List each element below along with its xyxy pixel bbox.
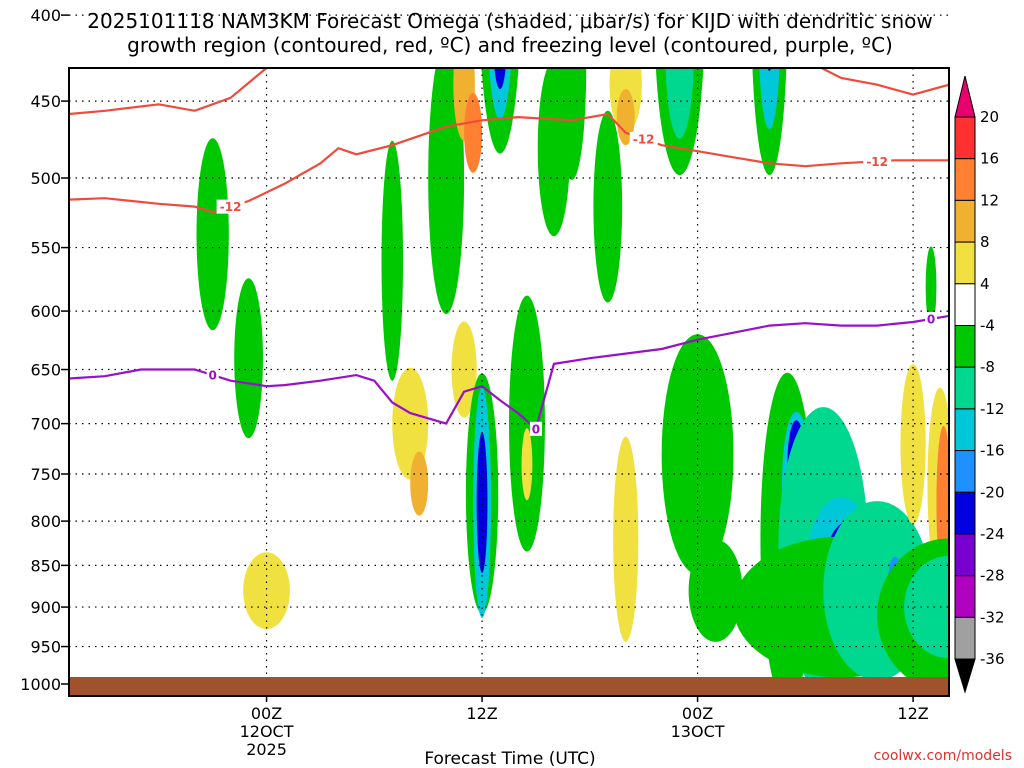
omega-feature-24 bbox=[476, 432, 488, 574]
colorbar-bottom-arrow bbox=[954, 658, 976, 694]
dgz-lower-contour-label-1: -12 bbox=[633, 133, 655, 147]
colorbar-label-0: 20 bbox=[980, 108, 999, 126]
colorbar-label-2: 12 bbox=[980, 191, 999, 209]
omega-feature-1 bbox=[243, 552, 290, 630]
dgz-upper-contour bbox=[69, 68, 949, 116]
colorbar-label-5: -4 bbox=[980, 317, 995, 335]
colorbar-top-arrow bbox=[954, 75, 976, 118]
omega-feature-56 bbox=[900, 364, 926, 525]
omega-feature-3 bbox=[196, 138, 229, 331]
colorbar-segment-11 bbox=[954, 533, 976, 577]
x-tick-label-30-0: 00Z bbox=[682, 704, 713, 723]
colorbar-label-7: -12 bbox=[980, 400, 1005, 418]
y-tick-label-550: 550 bbox=[30, 239, 61, 258]
y-tick-label-850: 850 bbox=[30, 556, 61, 575]
freezing-level-contour-label-0: 0 bbox=[208, 369, 216, 383]
y-tick-label-1000: 1000 bbox=[20, 675, 61, 694]
x-tick-label-18-0: 12Z bbox=[466, 704, 497, 723]
y-tick-label-500: 500 bbox=[30, 169, 61, 188]
colorbar-segment-7 bbox=[954, 366, 976, 410]
omega-feature-45 bbox=[759, 68, 780, 130]
omega-feature-18 bbox=[451, 321, 477, 418]
x-tick-label-6-0: 00Z bbox=[251, 704, 282, 723]
dgz-lower-contour-label-0: -12 bbox=[220, 200, 242, 214]
omega-feature-42 bbox=[688, 539, 743, 642]
omega-feature-28 bbox=[509, 295, 545, 552]
y-tick-label-950: 950 bbox=[30, 638, 61, 657]
y-tick-label-400: 400 bbox=[30, 6, 61, 25]
grid bbox=[69, 14, 949, 696]
colorbar-segment-4 bbox=[954, 241, 976, 285]
colorbar-segment-8 bbox=[954, 408, 976, 452]
colorbar-segment-13 bbox=[954, 616, 976, 660]
omega-feature-11 bbox=[381, 140, 404, 381]
colorbar-segment-9 bbox=[954, 450, 976, 493]
omega-feature-33 bbox=[593, 110, 623, 303]
ground-surface bbox=[69, 677, 949, 696]
y-axis-ticks: 2503003504004505005506006507007508008509… bbox=[20, 6, 69, 694]
colorbar-label-13: -36 bbox=[980, 650, 1005, 668]
y-tick-label-650: 650 bbox=[30, 361, 61, 380]
y-tick-label-700: 700 bbox=[30, 415, 61, 434]
y-tick-label-900: 900 bbox=[30, 598, 61, 617]
colorbar-segment-1 bbox=[954, 116, 976, 160]
dgz-lower-contour-label-2: -12 bbox=[866, 155, 888, 169]
chart-title-line2: growth region (contoured, red, ºC) and f… bbox=[127, 33, 893, 57]
colorbar-segment-3 bbox=[954, 199, 976, 243]
omega-feature-27 bbox=[494, 68, 506, 90]
colorbar-label-3: 8 bbox=[980, 233, 990, 251]
colorbar-label-4: 4 bbox=[980, 275, 990, 293]
chart-title-line1: 2025101118 NAM3KM Forecast Omega (shaded… bbox=[87, 9, 932, 33]
y-tick-label-750: 750 bbox=[30, 465, 61, 484]
y-tick-label-450: 450 bbox=[30, 92, 61, 111]
omega-feature-61 bbox=[904, 555, 949, 659]
credit-link[interactable]: coolwx.com/models bbox=[874, 748, 1012, 764]
y-tick-label-600: 600 bbox=[30, 302, 61, 321]
x-axis-label: Forecast Time (UTC) bbox=[424, 749, 595, 768]
colorbar-label-1: 16 bbox=[980, 150, 999, 168]
colorbar-segment-10 bbox=[954, 491, 976, 535]
colorbar-label-10: -24 bbox=[980, 525, 1005, 543]
omega-feature-35 bbox=[616, 89, 635, 146]
plot-frame bbox=[68, 67, 950, 697]
omega-feature-4 bbox=[234, 278, 263, 439]
x-tick-label-42-0: 12Z bbox=[897, 704, 928, 723]
omega-feature-26 bbox=[489, 68, 511, 120]
omega-feature-12 bbox=[392, 367, 429, 480]
omega-feature-36 bbox=[613, 436, 639, 642]
freezing-level-contour bbox=[69, 314, 949, 431]
omega-feature-40 bbox=[665, 68, 694, 139]
omega-feature-31 bbox=[557, 68, 587, 180]
colorbar-label-6: -8 bbox=[980, 358, 995, 376]
x-tick-label-30-1: 13OCT bbox=[671, 722, 725, 741]
omega-feature-41 bbox=[661, 334, 734, 575]
colorbar-segment-6 bbox=[954, 325, 976, 368]
omega-feature-21 bbox=[464, 92, 483, 173]
freezing-level-contour-label-1: 0 bbox=[532, 422, 540, 436]
y-tick-label-800: 800 bbox=[30, 512, 61, 531]
colorbar-segment-5 bbox=[954, 283, 976, 326]
omega-feature-13 bbox=[410, 451, 429, 516]
x-tick-label-6-2: 2025 bbox=[246, 740, 287, 759]
x-tick-label-6-1: 12OCT bbox=[240, 722, 294, 741]
colorbar-label-11: -28 bbox=[980, 567, 1005, 585]
omega-shading bbox=[196, 68, 949, 696]
omega-feature-57 bbox=[925, 246, 937, 327]
colorbar-label-12: -32 bbox=[980, 608, 1005, 626]
colorbar-segment-2 bbox=[954, 158, 976, 201]
colorbar-segment-12 bbox=[954, 575, 976, 618]
freezing-level-contour-label-2: 0 bbox=[927, 312, 935, 326]
colorbar: 20 16 12 8 4 -4 -8 -12 -16 -20 -24 -28 -32 -36 bbox=[954, 75, 1005, 694]
colorbar-label-9: -20 bbox=[980, 483, 1005, 501]
colorbar-label-8: -16 bbox=[980, 442, 1005, 460]
omega-feature-29 bbox=[521, 428, 533, 501]
